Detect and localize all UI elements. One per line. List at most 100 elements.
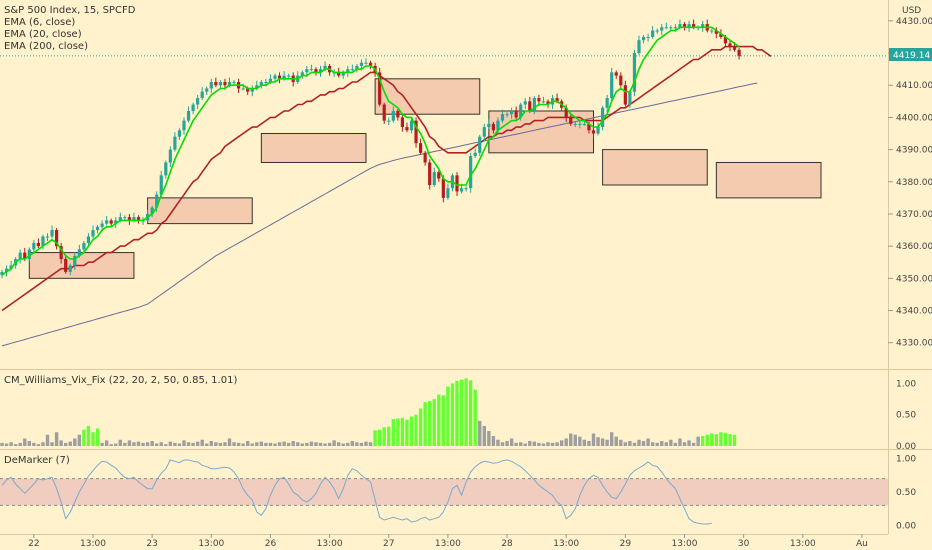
candle-body	[164, 162, 168, 176]
vix-fix-bar	[286, 442, 291, 446]
vix-fix-bar	[4, 443, 9, 446]
vix-fix-bar	[177, 443, 182, 446]
vix-fix-bar	[496, 439, 500, 446]
candle-body	[196, 98, 200, 105]
legend-ema6: EMA (6, close)	[4, 17, 75, 28]
candle-body	[36, 242, 40, 247]
time-tick-label: 27	[383, 539, 394, 549]
candle-body	[587, 123, 591, 131]
vix-fix-bar	[0, 442, 4, 446]
candle-body	[368, 62, 373, 66]
chart-title: S&P 500 Index, 15, SPCFD	[4, 5, 136, 16]
vix-fix-bar	[305, 442, 309, 446]
vix-fix-bar	[673, 442, 678, 446]
time-tick-label: 13:00	[198, 539, 224, 549]
candle-body	[601, 107, 605, 128]
candle-body	[300, 72, 304, 76]
vix-fix-bar	[259, 441, 264, 446]
vix-fix-bar	[446, 386, 450, 446]
candle-body	[250, 88, 254, 92]
price-tick-label: 4360.00	[896, 242, 932, 252]
candle-body	[678, 24, 682, 28]
last-price-value: 4419.14	[893, 51, 930, 61]
candle-body	[318, 69, 323, 73]
vix-fix-bar	[141, 442, 145, 446]
candle-body	[710, 30, 714, 32]
candle-body	[114, 220, 118, 224]
time-tick-label: 30	[738, 539, 750, 549]
candle-body	[232, 82, 236, 84]
vix-fix-bar	[646, 438, 650, 446]
candle-body	[132, 217, 136, 221]
vix-fix-bar	[27, 440, 31, 446]
demarker-tick-label: 0.50	[896, 488, 916, 498]
vix-fix-bar	[550, 442, 555, 446]
candle-body	[241, 88, 245, 90]
vix-fix-bar	[13, 444, 18, 446]
candle-body	[0, 271, 4, 276]
candle-body	[359, 62, 364, 66]
candle-body	[168, 149, 172, 163]
vix-fix-bar	[437, 394, 441, 446]
vix-fix-tick-label: 0.00	[896, 442, 916, 452]
vix-fix-bar	[605, 439, 609, 446]
candle-body	[23, 252, 27, 260]
vix-fix-bar	[209, 440, 213, 446]
vix-fix-bar	[150, 440, 154, 446]
time-tick-label: 13:00	[435, 539, 461, 549]
candle-body	[64, 259, 68, 272]
price-tick-label: 4410.00	[896, 81, 932, 91]
demarker-tick-label: 0.00	[896, 521, 916, 531]
candle-body	[346, 69, 350, 73]
candle-body	[491, 123, 495, 131]
vix-fix-bar	[373, 430, 377, 446]
candle-body	[314, 69, 318, 73]
vix-fix-bar	[86, 425, 91, 446]
demarker-layer: 1.00 0.50 0.00	[0, 455, 916, 531]
price-tick-label: 4340.00	[896, 307, 932, 317]
vix-fix-bar	[359, 442, 364, 446]
vix-fix-bar	[696, 436, 700, 446]
vix-fix-bar	[637, 439, 641, 446]
candle-body	[32, 242, 36, 250]
legend-ema20: EMA (20, close)	[4, 29, 82, 40]
candle-body	[323, 65, 327, 70]
candle-body	[364, 62, 368, 64]
candle-body	[432, 172, 436, 185]
candle-body	[4, 268, 9, 272]
candle-body	[355, 65, 359, 70]
vix-fix-bar	[314, 442, 318, 446]
vix-fix-bar	[100, 442, 104, 446]
candle-body	[214, 82, 218, 86]
vix-fix-bar	[223, 442, 227, 446]
candle-body	[610, 72, 614, 99]
vix-fix-bar	[214, 442, 218, 446]
vix-fix-bar	[277, 442, 282, 446]
vix-fix-bar	[377, 429, 382, 446]
candle-body	[423, 152, 427, 163]
vix-fix-bar	[400, 417, 405, 446]
vix-fix-bar	[23, 438, 27, 446]
vix-fix-bar	[600, 438, 605, 446]
vix-fix-bar	[528, 440, 532, 446]
ema6-line	[1, 26, 740, 276]
vix-fix-bar	[268, 442, 273, 446]
candle-body	[200, 91, 204, 99]
candle-body	[59, 246, 63, 260]
vix-fix-bar	[364, 441, 368, 446]
demarker-line	[1, 459, 712, 525]
candle-body	[637, 40, 641, 54]
candle-body	[469, 156, 473, 189]
vix-fix-bar	[109, 444, 113, 446]
vix-fix-bar	[582, 439, 587, 446]
candle-body	[337, 72, 341, 76]
candle-body	[464, 188, 468, 190]
candle-body	[714, 30, 718, 34]
currency-label: USD	[902, 6, 921, 16]
vix-fix-bar	[509, 438, 514, 446]
candle-body	[619, 75, 623, 86]
vix-fix-bar	[32, 442, 36, 446]
vix-fix-bar	[519, 442, 523, 446]
vix-fix-bar	[682, 442, 687, 446]
